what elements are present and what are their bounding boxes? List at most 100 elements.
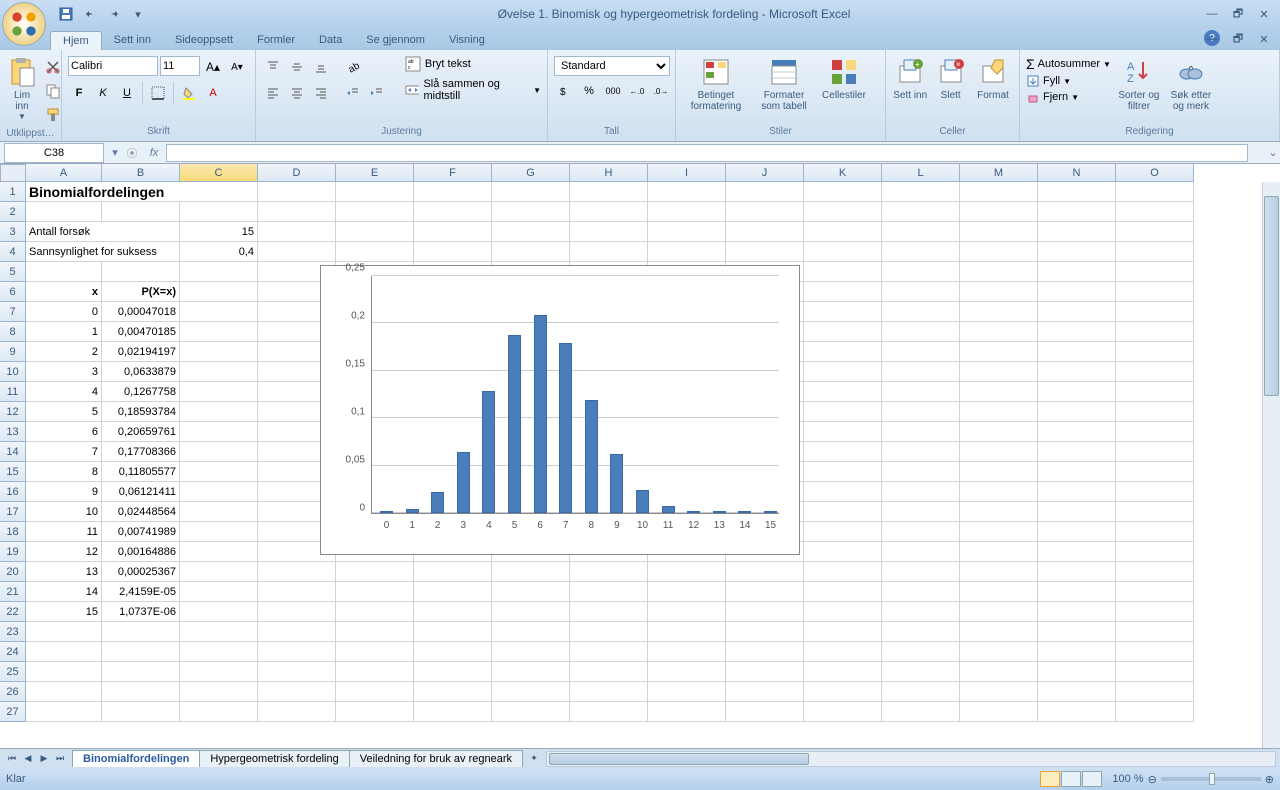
wrap-text-button[interactable]: abc Bryt tekst: [405, 56, 541, 72]
cell[interactable]: [1038, 202, 1116, 222]
cell[interactable]: Antall forsøk: [26, 222, 180, 242]
cell[interactable]: [570, 602, 648, 622]
cell[interactable]: 0,0633879: [102, 362, 180, 382]
row-header[interactable]: 15: [0, 462, 26, 482]
select-all-corner[interactable]: [0, 164, 26, 182]
cell[interactable]: 0,00164886: [102, 542, 180, 562]
cell[interactable]: [726, 202, 804, 222]
cell[interactable]: [882, 282, 960, 302]
ribbon-tab-se-gjennom[interactable]: Se gjennom: [354, 31, 437, 50]
cut-icon[interactable]: [42, 56, 64, 78]
cell[interactable]: 2: [26, 342, 102, 362]
cell[interactable]: [570, 242, 648, 262]
cell[interactable]: 6: [26, 422, 102, 442]
row-header[interactable]: 13: [0, 422, 26, 442]
bold-icon[interactable]: F: [68, 82, 90, 104]
col-header[interactable]: M: [960, 164, 1038, 182]
cell[interactable]: 15: [26, 602, 102, 622]
cell[interactable]: [492, 202, 570, 222]
cell[interactable]: [492, 622, 570, 642]
cell[interactable]: 0,11805577: [102, 462, 180, 482]
col-header[interactable]: I: [648, 164, 726, 182]
cell[interactable]: [960, 222, 1038, 242]
cell[interactable]: [882, 602, 960, 622]
cell[interactable]: [180, 622, 258, 642]
row-header[interactable]: 6: [0, 282, 26, 302]
cell[interactable]: [882, 682, 960, 702]
cell[interactable]: [804, 442, 882, 462]
cell[interactable]: [180, 462, 258, 482]
cell[interactable]: [882, 222, 960, 242]
row-header[interactable]: 27: [0, 702, 26, 722]
cell[interactable]: [414, 202, 492, 222]
cell[interactable]: [1116, 342, 1194, 362]
cell[interactable]: [1116, 422, 1194, 442]
cell[interactable]: [1038, 262, 1116, 282]
cell[interactable]: [336, 622, 414, 642]
cell[interactable]: [960, 382, 1038, 402]
cell[interactable]: [180, 362, 258, 382]
cell[interactable]: 10: [26, 502, 102, 522]
row-header[interactable]: 17: [0, 502, 26, 522]
cell[interactable]: [1116, 442, 1194, 462]
cell[interactable]: [336, 222, 414, 242]
cell[interactable]: [492, 222, 570, 242]
cell[interactable]: [492, 582, 570, 602]
cell[interactable]: [804, 622, 882, 642]
cell[interactable]: [180, 542, 258, 562]
cell[interactable]: [804, 222, 882, 242]
cell[interactable]: [726, 642, 804, 662]
cell[interactable]: [1038, 422, 1116, 442]
cell[interactable]: [180, 322, 258, 342]
cell[interactable]: [1038, 222, 1116, 242]
cell[interactable]: [26, 622, 102, 642]
cell[interactable]: [1116, 382, 1194, 402]
row-header[interactable]: 2: [0, 202, 26, 222]
cell[interactable]: [882, 562, 960, 582]
cell[interactable]: 0,00047018: [102, 302, 180, 322]
align-left-icon[interactable]: [262, 82, 284, 104]
new-sheet-icon[interactable]: ✦: [526, 751, 542, 767]
cell[interactable]: [1038, 362, 1116, 382]
cell[interactable]: [414, 242, 492, 262]
cell[interactable]: [882, 702, 960, 722]
cell[interactable]: [804, 542, 882, 562]
sheet-tab[interactable]: Binomialfordelingen: [72, 750, 200, 767]
col-header[interactable]: N: [1038, 164, 1116, 182]
cell[interactable]: [258, 602, 336, 622]
cell[interactable]: [258, 662, 336, 682]
cell[interactable]: 0,02448564: [102, 502, 180, 522]
cell[interactable]: [1038, 522, 1116, 542]
cell[interactable]: [492, 182, 570, 202]
cell[interactable]: [882, 542, 960, 562]
cell[interactable]: 9: [26, 482, 102, 502]
cell[interactable]: [726, 602, 804, 622]
cell[interactable]: [492, 242, 570, 262]
col-header[interactable]: L: [882, 164, 960, 182]
cell[interactable]: [1116, 402, 1194, 422]
cell[interactable]: [804, 482, 882, 502]
cell[interactable]: [726, 702, 804, 722]
redo-icon[interactable]: [104, 4, 124, 24]
merge-button[interactable]: Slå sammen og midtstill ▼: [405, 78, 541, 102]
align-middle-icon[interactable]: [286, 56, 308, 78]
increase-decimal-icon[interactable]: ←.0: [626, 80, 648, 102]
decrease-indent-icon[interactable]: [342, 82, 364, 104]
percent-icon[interactable]: %: [578, 80, 600, 102]
cell[interactable]: [960, 442, 1038, 462]
cell[interactable]: [1038, 642, 1116, 662]
cell[interactable]: 2,4159E-05: [102, 582, 180, 602]
tab-nav-prev-icon[interactable]: ◀: [20, 751, 36, 767]
hscroll-thumb[interactable]: [549, 753, 809, 765]
cell[interactable]: [882, 662, 960, 682]
cell[interactable]: [414, 182, 492, 202]
cell[interactable]: [26, 642, 102, 662]
cell[interactable]: [1038, 482, 1116, 502]
cell[interactable]: [180, 662, 258, 682]
row-header[interactable]: 4: [0, 242, 26, 262]
cell[interactable]: [1116, 222, 1194, 242]
decrease-decimal-icon[interactable]: .0→: [650, 80, 672, 102]
cell[interactable]: [180, 302, 258, 322]
cell[interactable]: [648, 182, 726, 202]
cell[interactable]: [804, 642, 882, 662]
